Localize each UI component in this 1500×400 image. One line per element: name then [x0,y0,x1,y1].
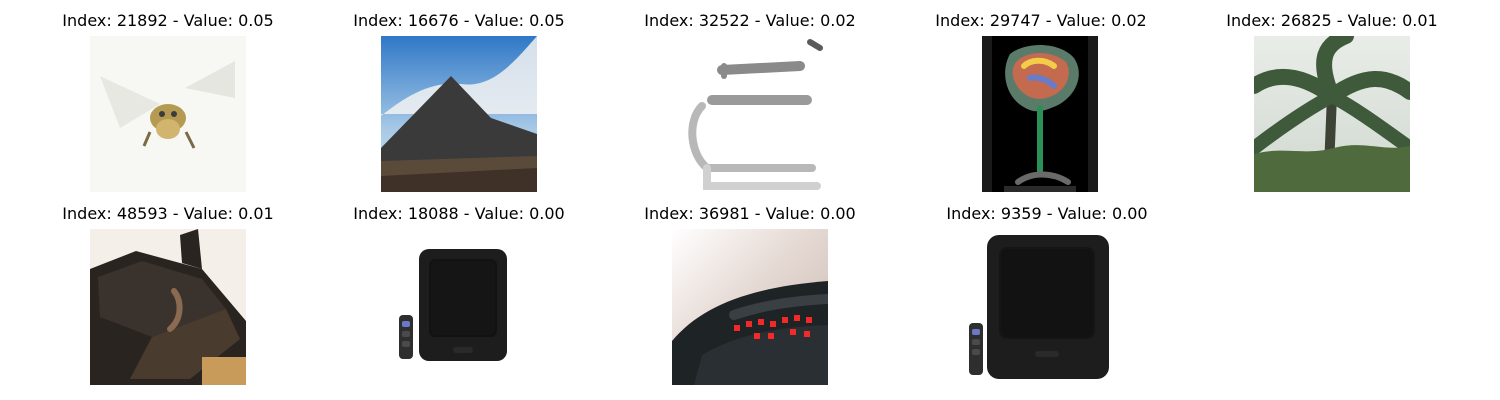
grid-item: Index: 29747 - Value: 0.02 [911,12,1171,192]
grid-item: Index: 48593 - Value: 0.01 [38,205,298,385]
glass-photo-icon [982,36,1098,192]
tv-remote-photo-icon [965,229,1115,385]
grid-item-title: Index: 16676 - Value: 0.05 [353,11,565,30]
grid-item: Index: 9359 - Value: 0.00 [917,205,1177,385]
grid-item: Index: 21892 - Value: 0.05 [38,12,298,192]
grid-item-title: Index: 36981 - Value: 0.00 [644,204,856,223]
grid-item: Index: 36981 - Value: 0.00 [620,205,880,385]
grid-item-title: Index: 9359 - Value: 0.00 [946,204,1148,223]
dark-object-photo-icon [90,229,246,385]
grid-item-title: Index: 29747 - Value: 0.02 [935,11,1147,30]
grid-item: Index: 18088 - Value: 0.00 [329,205,589,385]
grid-item-title: Index: 21892 - Value: 0.05 [62,11,274,30]
grid-item-title: Index: 18088 - Value: 0.00 [353,204,565,223]
chair-photo-icon [672,36,828,192]
grid-item-title: Index: 32522 - Value: 0.02 [644,11,856,30]
digital-clock-photo-icon [672,229,828,385]
palm-tree-photo-icon [1254,36,1410,192]
mountain-photo-icon [381,36,537,192]
grid-item: Index: 26825 - Value: 0.01 [1202,12,1462,192]
grid-item-title: Index: 26825 - Value: 0.01 [1226,11,1438,30]
grid-item: Index: 16676 - Value: 0.05 [329,12,589,192]
tv-remote-photo-icon [381,229,537,385]
grid-item: Index: 32522 - Value: 0.02 [620,12,880,192]
bee-photo-icon [90,36,246,192]
grid-item-title: Index: 48593 - Value: 0.01 [62,204,274,223]
